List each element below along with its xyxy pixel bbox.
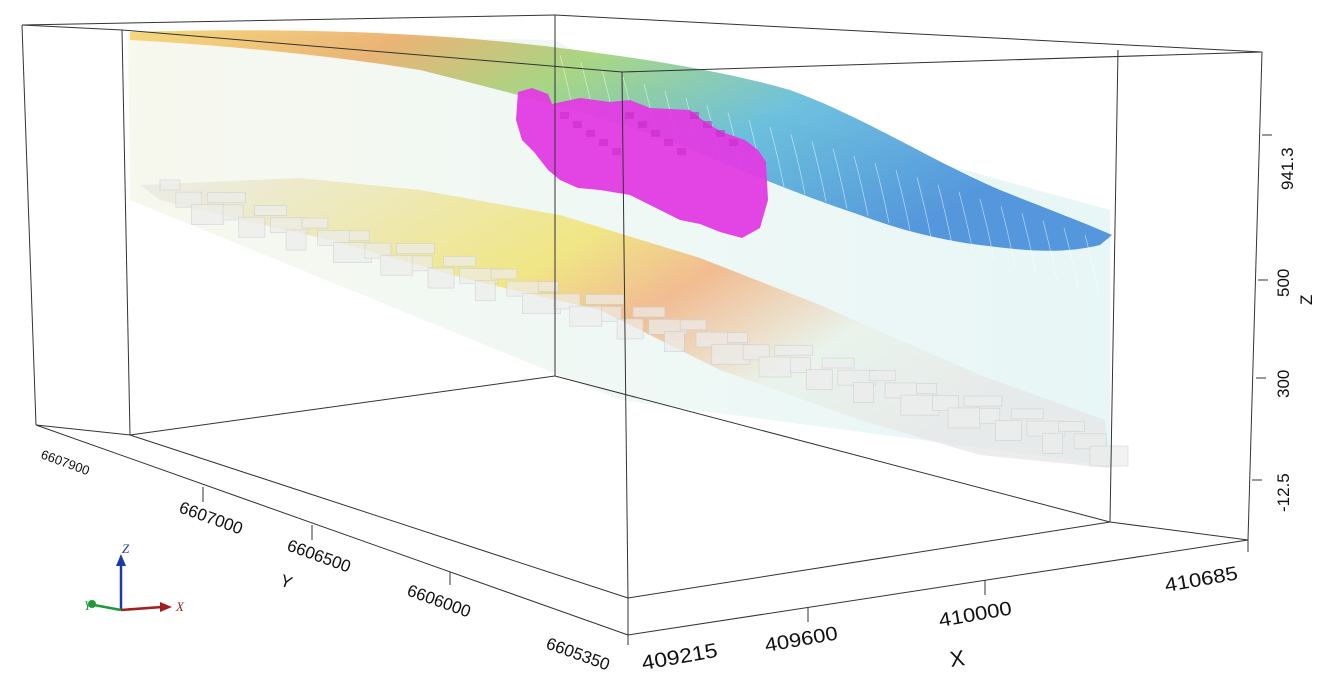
y-axis-title: Y [278,571,295,593]
orientation-triad: Z X Y [84,541,185,614]
x-tick-label: 410685 [1163,563,1239,597]
z-tick-label: 500 [1274,269,1293,297]
x-tick-label: 409600 [763,623,839,657]
y-tick-label: 6607900 [39,447,92,478]
ore-body [516,88,768,238]
z-tick-label: 941.3 [1278,147,1297,190]
x-axis: 409215 409600 410000 410685 X [627,540,1249,675]
triad-x-label: X [175,599,185,614]
bounding-box [21,14,1263,636]
z-tick-label: -12.5 [1274,473,1293,512]
triad-z-label: Z [122,541,130,556]
z-axis-title: Z [1297,295,1316,305]
z-axis: -12.5 300 500 941.3 Z [1252,134,1316,512]
lower-surface-layer [140,178,1129,468]
y-tick-label: 6606000 [405,581,474,621]
z-tick-label: 300 [1274,370,1293,398]
x-tick-label: 410000 [937,598,1013,632]
y-tick-label: 6607000 [177,498,246,538]
y-tick-label: 6605350 [544,634,613,674]
y-axis: 6607900 6607000 6606500 6606000 6605350 … [39,447,612,675]
y-tick-label: 6606500 [285,536,354,576]
x-tick-label: 409215 [640,638,719,674]
triad-y-label: Y [84,598,93,613]
x-axis-title: X [948,645,966,672]
